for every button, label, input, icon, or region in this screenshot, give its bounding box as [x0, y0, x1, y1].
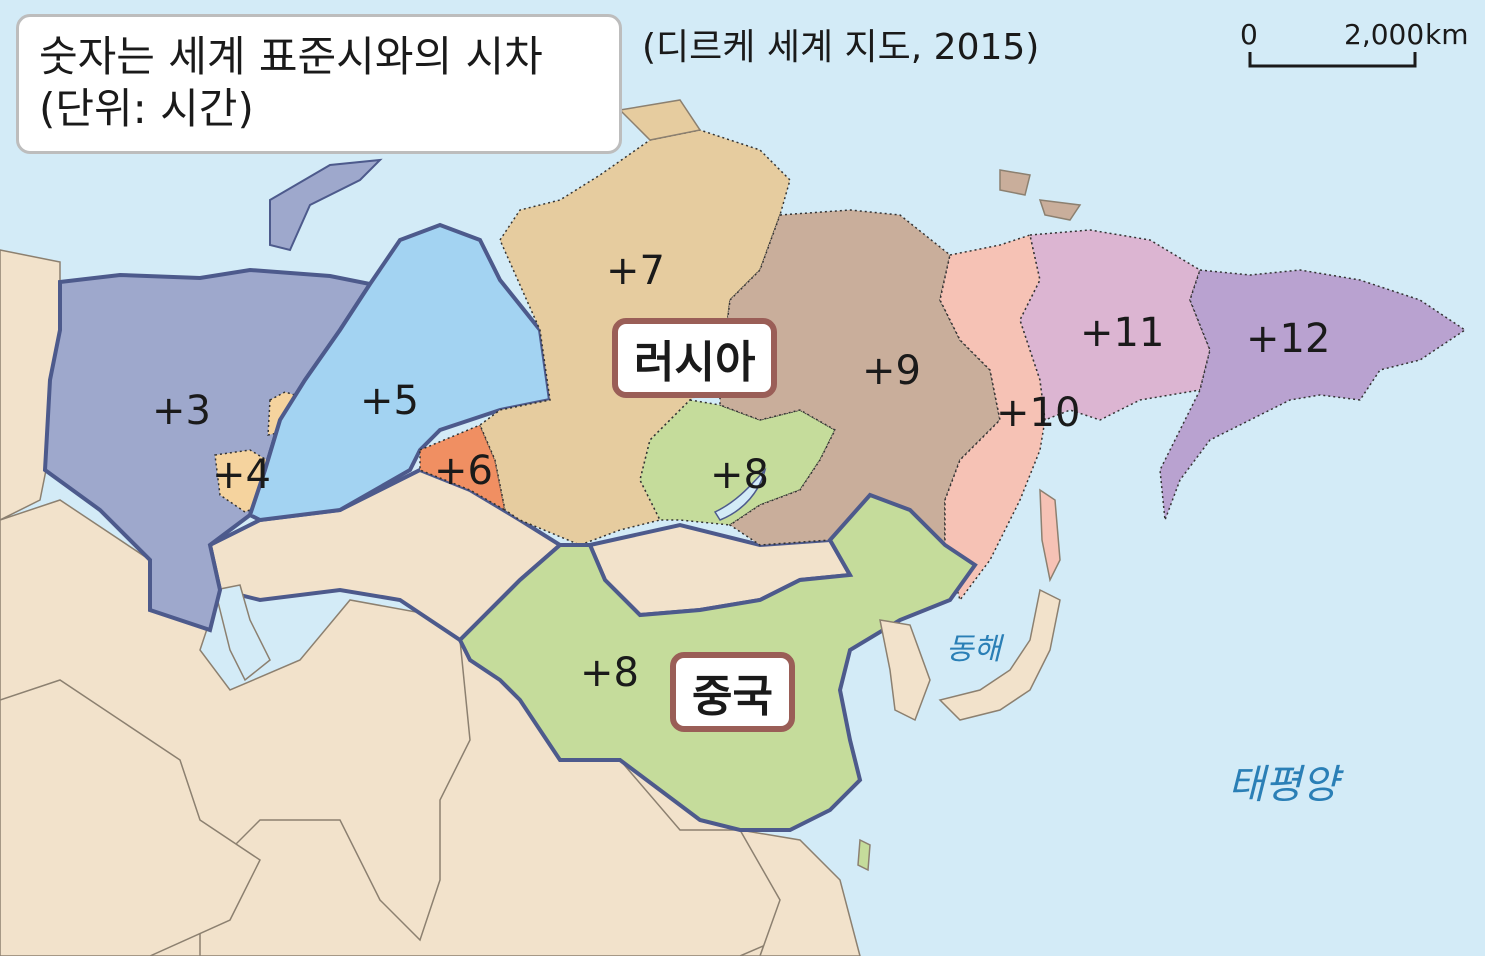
scale-zero: 0: [1240, 18, 1258, 51]
land-arabia: [0, 679, 261, 956]
sea-label-east-sea: 동해: [946, 632, 1002, 667]
legend-box: 숫자는 세계 표준시와의 시차 (단위: 시간): [16, 14, 622, 154]
zone-plus12: [1159, 269, 1467, 521]
legend-unit: (단위: 시간): [39, 84, 254, 133]
land-severnaya-zemlya: [618, 99, 702, 141]
timezone-plus5: +5: [360, 378, 419, 424]
timezone-plus12: +12: [1246, 316, 1331, 362]
scale-distance: 2,000: [1344, 18, 1425, 51]
sea-label-pacific: 태평양: [1228, 762, 1339, 808]
land-taiwan: [857, 838, 871, 872]
land-new-siberian-islands: [999, 169, 1082, 221]
scale-unit: km: [1425, 18, 1469, 51]
zone-plus11: [1019, 229, 1211, 422]
country-label-china: 중국: [670, 652, 795, 732]
timezone-plus10: +10: [996, 390, 1081, 436]
timezone-plus4: +4: [212, 452, 271, 498]
land-korea: [879, 619, 931, 722]
timezone-plus8-china: +8: [580, 650, 639, 696]
land-novaya-zemlya: [269, 158, 383, 252]
country-label-russia: 러시아: [612, 318, 778, 398]
scale-bar: [1248, 52, 1417, 68]
land-sakhalin: [1039, 488, 1061, 583]
timezone-plus9: +9: [862, 348, 921, 394]
legend-title: 숫자는 세계 표준시와의 시차: [39, 32, 543, 81]
timezone-plus6: +6: [434, 448, 493, 494]
timezone-plus3: +3: [152, 388, 211, 434]
timezone-plus11: +11: [1080, 310, 1165, 356]
timezone-plus7: +7: [606, 248, 665, 294]
land-japan: [938, 588, 1061, 721]
timezone-plus8-russia: +8: [710, 452, 769, 498]
source-citation: (디르케 세계 지도, 2015): [642, 27, 1040, 68]
lake-baikal: [713, 467, 767, 521]
caspian-sea: [214, 584, 271, 682]
land-southeast-asia: [738, 829, 861, 956]
